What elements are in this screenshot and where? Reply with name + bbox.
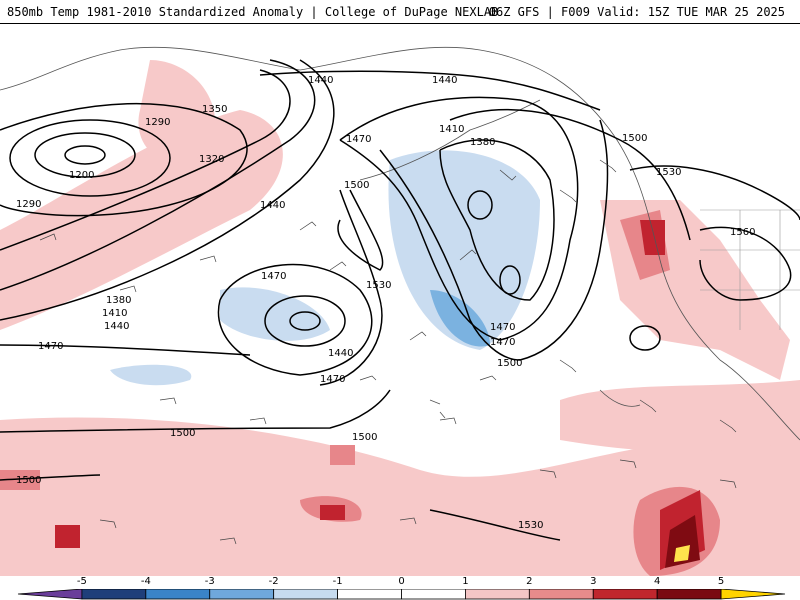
colorbar-tick: -4 [140,576,151,587]
colorbar-segment [465,589,530,600]
contour-label: 1530 [518,520,543,531]
colorbar-segment [81,589,147,600]
colorbar-segment [528,589,594,600]
contour-label: 1440 [432,75,457,86]
colorbar-segment [656,589,722,600]
contour-label: 1380 [106,295,131,306]
colorbar-tick: 5 [717,576,725,587]
contour-label: 1470 [490,337,515,348]
contour-label: 1500 [352,432,377,443]
contour-label: 1320 [199,154,224,165]
weather-map: 1200 1290 1290 1320 1350 1380 1380 1410 … [0,24,800,576]
colorbar-segment [209,589,275,600]
colorbar-tick: 4 [653,576,661,587]
contour-label: 1500 [16,475,41,486]
contour-label: 1500 [344,180,369,191]
colorbar-tick: -2 [268,576,279,587]
political-borders [700,209,800,330]
contour-label: 1440 [260,200,285,211]
contour-label: 1410 [102,308,127,319]
anomaly-colorbar: -5 -4 -3 -2 -1 0 1 2 3 4 5 [0,576,800,600]
model-run-info: 06Z GFS | F009 Valid: 15Z TUE MAR 25 202… [488,5,785,19]
contour-label: 1530 [656,167,681,178]
contour-labels: 1200 1290 1290 1320 1350 1380 1380 1410 … [16,75,755,531]
colorbar-tick: -3 [204,576,215,587]
contour-label: 1290 [145,117,170,128]
colorbar-scale [17,589,786,600]
contour-label: 1440 [104,321,129,332]
contour-label: 1500 [170,428,195,439]
contour-label: 1530 [366,280,391,291]
colorbar-tick: 0 [398,576,405,587]
colorbar-segment [17,589,83,600]
colorbar-tick: 3 [590,576,597,587]
colorbar-segment [337,589,402,600]
contour-label: 1410 [439,124,464,135]
colorbar-segment [273,589,338,600]
colorbar-tick: 1 [462,576,469,587]
contour-label: 1470 [261,271,286,282]
contour-label: 1290 [16,199,41,210]
colorbar-tick: -5 [76,576,87,587]
contour-label: 1380 [470,137,495,148]
contour-label: 1470 [346,134,371,145]
colorbar-segment [720,589,786,600]
map-title: 850mb Temp 1981-2010 Standardized Anomal… [7,5,499,19]
colorbar-segment [145,589,211,600]
contour-label: 1470 [320,374,345,385]
contour-label: 1350 [202,104,227,115]
colorbar-tick: 2 [526,576,533,587]
cold-anomaly-shading [110,150,540,386]
header-bar: 850mb Temp 1981-2010 Standardized Anomal… [0,0,800,24]
contour-label: 1200 [69,170,94,181]
contour-label: 1500 [497,358,522,369]
colorbar-tick-labels: -5 -4 -3 -2 -1 0 1 2 3 4 5 [0,576,800,590]
colorbar-tick: -1 [332,576,343,587]
colorbar-segment [401,589,466,600]
colorbar-segment [592,589,658,600]
height-contours [0,59,800,541]
contour-label: 1440 [308,75,333,86]
warm-anomaly-shading [0,60,800,576]
wind-barbs [39,159,737,545]
contour-label: 1560 [730,227,755,238]
contour-label: 1500 [622,133,647,144]
contour-label: 1470 [490,322,515,333]
contour-label: 1440 [328,348,353,359]
contour-label: 1470 [38,341,63,352]
